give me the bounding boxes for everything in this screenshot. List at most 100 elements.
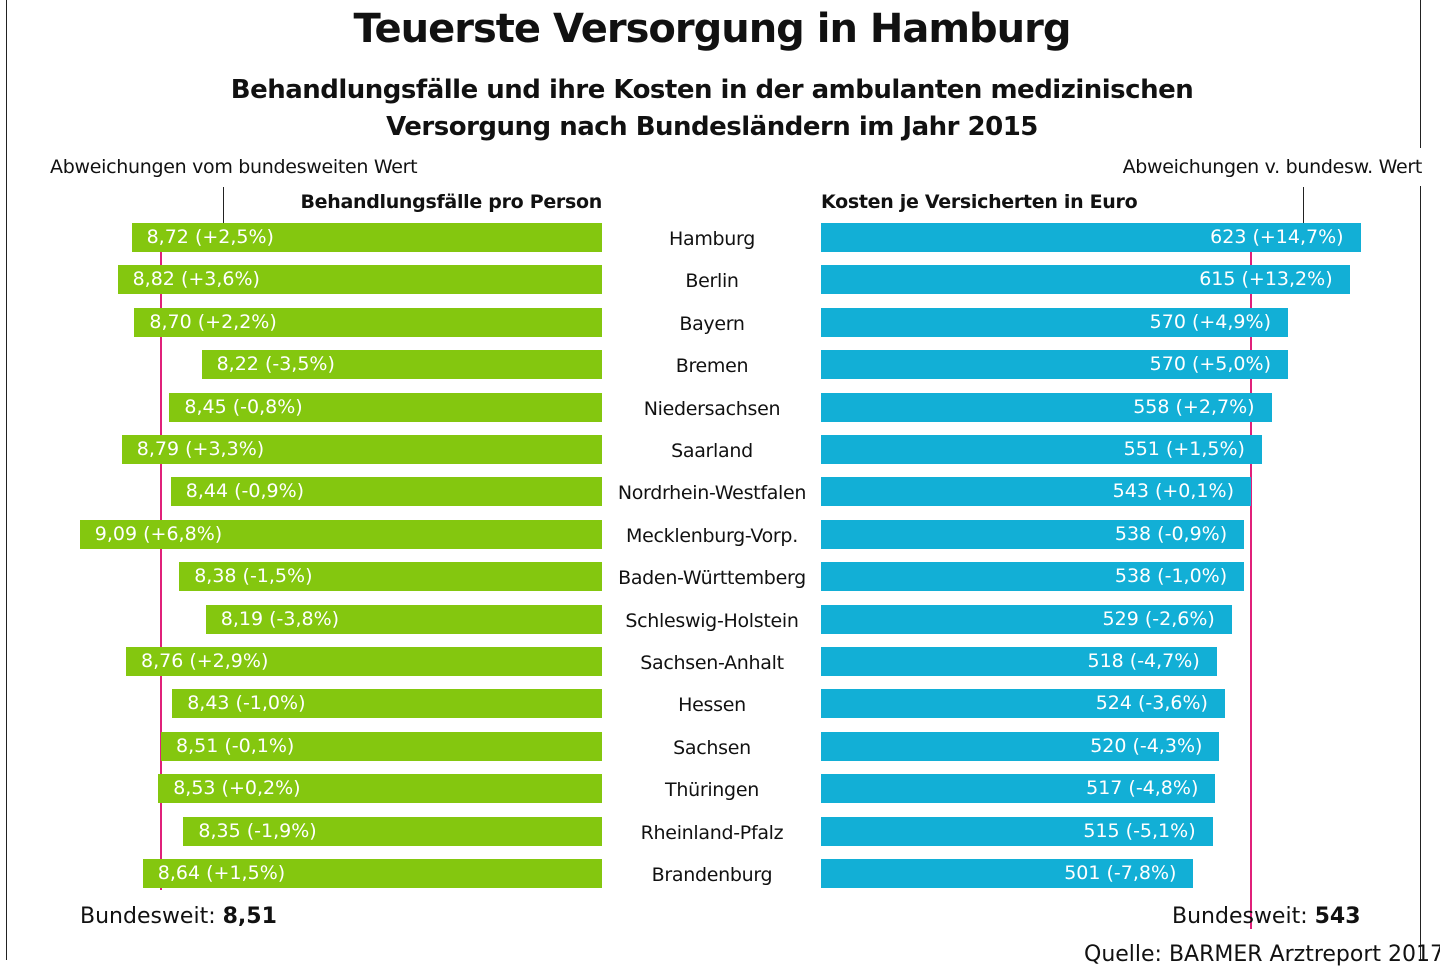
right-bar: 501 (-7,8%)	[821, 859, 1194, 888]
left-bar-label: 8,70 (+2,2%)	[149, 310, 277, 333]
right-bar-label: 570 (+4,9%)	[1149, 310, 1271, 333]
left-bar-label: 8,51 (-0,1%)	[176, 734, 295, 757]
left-panel-title: Behandlungsfälle pro Person	[300, 191, 602, 213]
left-bar-label: 9,09 (+6,8%)	[94, 522, 223, 545]
right-reference-line	[1250, 252, 1252, 929]
national-value: 8,51	[222, 904, 277, 929]
right-bar: 615 (+13,2%)	[821, 265, 1350, 295]
right-bar: 524 (-3,6%)	[821, 689, 1225, 719]
left-bar-label: 8,35 (-1,9%)	[198, 819, 317, 842]
right-bar: 538 (-1,0%)	[821, 562, 1245, 592]
left-reference-line	[160, 252, 162, 890]
left-bar: 9,09 (+6,8%)	[79, 519, 602, 549]
frame-right-line	[1420, 0, 1421, 148]
frame-left-line	[6, 0, 7, 960]
right-bar-label: 524 (-3,6%)	[1095, 692, 1208, 715]
left-bar: 8,76 (+2,9%)	[126, 647, 602, 676]
left-bar-label: 8,72 (+2,5%)	[146, 226, 274, 248]
category-label: Schleswig-Holstein	[625, 609, 799, 632]
left-bar-label: 8,44 (-0,9%)	[185, 480, 305, 503]
left-bar: 8,70 (+2,2%)	[134, 307, 602, 337]
left-bar: 8,79 (+3,3%)	[121, 435, 602, 464]
right-bar: 558 (+2,7%)	[821, 392, 1272, 422]
category-label: Sachsen	[673, 736, 751, 759]
category-label: Nordrhein-Westfalen	[617, 482, 807, 505]
right-bar: 520 (-4,3%)	[821, 731, 1220, 761]
left-bar: 8,19 (-3,8%)	[205, 604, 602, 634]
right-bar: 515 (-5,1%)	[821, 816, 1213, 846]
left-bar-label: 8,19 (-3,8%)	[220, 607, 340, 630]
right-bar: 543 (+0,1%)	[821, 477, 1251, 507]
national-label: Bundesweit:	[80, 904, 216, 929]
left-bar-label: 8,79 (+3,3%)	[136, 438, 265, 460]
right-bar: 623 (+14,7%)	[821, 223, 1361, 252]
left-bar-label: 8,64 (+1,5%)	[157, 862, 286, 884]
right-deviation-note: Abweichungen v. bundesw. Wert	[1122, 156, 1423, 178]
left-bar: 8,38 (-1,5%)	[179, 562, 602, 592]
right-bar-label: 538 (-1,0%)	[1114, 565, 1228, 588]
right-bar-label: 558 (+2,7%)	[1133, 395, 1255, 418]
right-bar-label: 520 (-4,3%)	[1090, 734, 1203, 757]
right-panel-title: Kosten je Versicherten in Euro	[821, 191, 1138, 213]
right-bar: 570 (+5,0%)	[821, 350, 1288, 380]
category-label: Mecklenburg-Vorp.	[626, 524, 798, 547]
frame-right-line	[1420, 186, 1421, 960]
left-bar-label: 8,38 (-1,5%)	[194, 565, 313, 588]
right-bar-label: 570 (+5,0%)	[1149, 353, 1271, 376]
left-bar-label: 8,45 (-0,8%)	[184, 395, 303, 418]
right-bar-label: 529 (-2,6%)	[1102, 607, 1215, 630]
chart-title: Teuerste Versorgung in Hamburg	[353, 6, 1072, 52]
left-bar: 8,64 (+1,5%)	[142, 859, 602, 888]
right-bar: 529 (-2,6%)	[821, 604, 1232, 634]
left-bar: 8,45 (-0,8%)	[169, 392, 602, 422]
right-bar-label: 615 (+13,2%)	[1199, 268, 1333, 291]
left-bar: 8,82 (+3,6%)	[117, 265, 602, 295]
left-deviation-note: Abweichungen vom bundesweiten Wert	[50, 156, 418, 178]
left-bar-label: 8,22 (-3,5%)	[216, 353, 335, 376]
category-label: Thüringen	[665, 779, 759, 802]
right-bar: 538 (-0,9%)	[821, 519, 1245, 549]
right-bar: 517 (-4,8%)	[821, 774, 1216, 804]
right-bar-label: 623 (+14,7%)	[1210, 226, 1344, 248]
category-label: Hessen	[678, 694, 746, 717]
right-bar-label: 517 (-4,8%)	[1086, 777, 1199, 800]
right-bar: 518 (-4,7%)	[821, 647, 1217, 676]
left-bar-label: 8,43 (-1,0%)	[187, 692, 306, 715]
left-bar: 8,43 (-1,0%)	[172, 689, 602, 719]
category-label: Niedersachsen	[643, 397, 781, 420]
right-bar-label: 538 (-0,9%)	[1114, 522, 1228, 545]
left-bar-label: 8,53 (+0,2%)	[173, 777, 301, 800]
right-national-value: Bundesweit: 543	[1172, 904, 1361, 929]
left-national-value: Bundesweit: 8,51	[80, 904, 277, 929]
right-note-pointer	[1303, 187, 1304, 227]
left-bar: 8,72 (+2,5%)	[131, 223, 602, 252]
category-label: Brandenburg	[651, 864, 773, 886]
category-label: Berlin	[685, 270, 739, 293]
national-label: Bundesweit:	[1172, 904, 1308, 929]
left-bar-label: 8,82 (+3,6%)	[132, 268, 260, 291]
category-label: Bayern	[679, 312, 745, 335]
left-bar: 8,22 (-3,5%)	[201, 350, 602, 380]
right-bar-label: 501 (-7,8%)	[1064, 862, 1177, 884]
left-bar: 8,35 (-1,9%)	[183, 816, 602, 846]
right-bar-label: 518 (-4,7%)	[1087, 650, 1200, 672]
category-label: Hamburg	[669, 228, 755, 250]
right-bar-label: 515 (-5,1%)	[1083, 819, 1196, 842]
category-label: Rheinland-Pfalz	[640, 821, 784, 844]
chart-subtitle: Behandlungsfälle und ihre Kosten in der …	[230, 75, 1194, 142]
left-bar-label: 8,76 (+2,9%)	[141, 650, 269, 672]
source-note: Quelle: BARMER Arztreport 2017	[1084, 942, 1440, 967]
left-bar: 8,51 (-0,1%)	[161, 731, 602, 761]
national-value: 543	[1314, 904, 1361, 929]
category-label: Bremen	[675, 355, 749, 378]
category-label: Saarland	[671, 440, 753, 462]
right-bar-label: 551 (+1,5%)	[1123, 438, 1245, 460]
left-bar: 8,44 (-0,9%)	[170, 477, 602, 507]
right-bar: 551 (+1,5%)	[821, 435, 1262, 464]
category-label: Baden-Württemberg	[618, 567, 806, 590]
category-label: Sachsen-Anhalt	[640, 652, 784, 674]
left-bar: 8,53 (+0,2%)	[158, 774, 602, 804]
right-bar: 570 (+4,9%)	[821, 307, 1288, 337]
left-note-pointer	[223, 187, 224, 227]
right-bar-label: 543 (+0,1%)	[1112, 480, 1234, 503]
